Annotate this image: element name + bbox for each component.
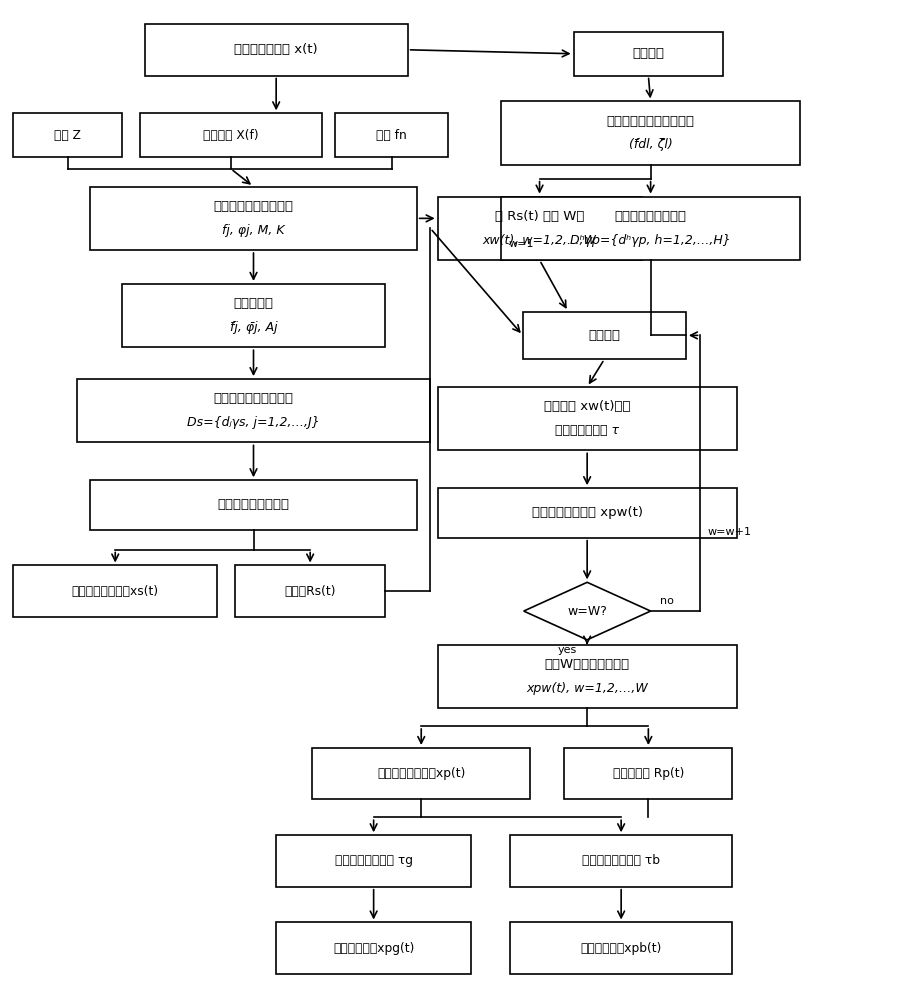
Text: 转频 fn: 转频 fn bbox=[376, 129, 407, 142]
Bar bbox=[122, 284, 385, 347]
Bar bbox=[91, 480, 416, 530]
Bar bbox=[510, 922, 732, 974]
Bar bbox=[77, 379, 430, 442]
Bar bbox=[522, 312, 686, 359]
Text: fj, φj, M, K: fj, φj, M, K bbox=[222, 224, 285, 237]
Text: 混合冲击调制成分xp(t): 混合冲击调制成分xp(t) bbox=[377, 767, 466, 780]
Bar bbox=[437, 488, 737, 538]
Text: xpw(t), w=1,2,…,W: xpw(t), w=1,2,…,W bbox=[526, 682, 648, 695]
Bar bbox=[501, 101, 801, 165]
Text: 齿轮冲击响应时刻 τg: 齿轮冲击响应时刻 τg bbox=[335, 854, 413, 867]
Text: 齿数 Z: 齿数 Z bbox=[54, 129, 81, 142]
Text: (f̄dl, ζ̄l): (f̄dl, ζ̄l) bbox=[629, 138, 673, 151]
Text: 确定信号 xw(t)中冲: 确定信号 xw(t)中冲 bbox=[544, 400, 630, 413]
Bar bbox=[565, 748, 732, 799]
Text: 平稳调制原子初始参数: 平稳调制原子初始参数 bbox=[213, 200, 294, 213]
Text: xw(t), w=1,2,…,W: xw(t), w=1,2,…,W bbox=[482, 234, 597, 247]
Bar bbox=[501, 197, 801, 260]
Bar bbox=[13, 113, 122, 157]
Bar bbox=[276, 922, 471, 974]
Text: 轴承冲击成分xpb(t): 轴承冲击成分xpb(t) bbox=[580, 942, 662, 955]
Polygon shape bbox=[523, 582, 651, 640]
Text: 相关滤波: 相关滤波 bbox=[632, 47, 664, 60]
Text: w=1: w=1 bbox=[509, 239, 534, 249]
Bar bbox=[312, 748, 530, 799]
Text: 齿轮箱固有频率和阻尼比: 齿轮箱固有频率和阻尼比 bbox=[607, 115, 694, 128]
Text: w=W?: w=W? bbox=[567, 605, 607, 618]
Text: f̄j, φ̄j, Aj: f̄j, φ̄j, Aj bbox=[230, 321, 277, 334]
Text: 优化的平稳调制子字典: 优化的平稳调制子字典 bbox=[213, 392, 294, 405]
Bar bbox=[335, 113, 448, 157]
Bar bbox=[437, 645, 737, 708]
Text: 构造冲击调制子字典: 构造冲击调制子字典 bbox=[615, 210, 686, 223]
Text: 频谱分析 X(f): 频谱分析 X(f) bbox=[203, 129, 259, 142]
Bar bbox=[437, 387, 737, 450]
Text: 匹配追踪: 匹配追踪 bbox=[588, 329, 620, 342]
Text: 比值校正法: 比值校正法 bbox=[233, 297, 274, 310]
Text: 重构冲击响应波形 xpw(t): 重构冲击响应波形 xpw(t) bbox=[532, 506, 642, 519]
Text: no: no bbox=[660, 596, 673, 606]
Text: w=w+1: w=w+1 bbox=[707, 527, 752, 537]
Bar bbox=[145, 24, 408, 76]
Text: 重构平稳调制成分xs(t): 重构平稳调制成分xs(t) bbox=[71, 585, 159, 598]
Text: 齿轮箱振动信号 x(t): 齿轮箱振动信号 x(t) bbox=[234, 43, 318, 56]
Text: yes: yes bbox=[557, 645, 576, 655]
Text: Ds={dⱼγs, j=1,2,…,J}: Ds={dⱼγs, j=1,2,…,J} bbox=[188, 416, 320, 429]
Bar bbox=[140, 113, 321, 157]
Text: 匹配追踪和幅值恢复: 匹配追踪和幅值恢复 bbox=[218, 498, 289, 511]
Text: 剩余项Rs(t): 剩余项Rs(t) bbox=[285, 585, 336, 598]
Bar bbox=[437, 197, 641, 260]
Bar bbox=[276, 835, 471, 887]
Text: 将 Rs(t) 分成 W段: 将 Rs(t) 分成 W段 bbox=[495, 210, 585, 223]
Bar bbox=[91, 187, 416, 250]
Bar bbox=[235, 565, 385, 617]
Text: 齿轮冲击成分xpg(t): 齿轮冲击成分xpg(t) bbox=[333, 942, 414, 955]
Text: 最终剩余项 Rp(t): 最终剩余项 Rp(t) bbox=[613, 767, 684, 780]
Bar bbox=[13, 565, 217, 617]
Text: 击响应发生时刻 τ: 击响应发生时刻 τ bbox=[555, 424, 619, 437]
Text: 轴承冲击响应时刻 τb: 轴承冲击响应时刻 τb bbox=[582, 854, 660, 867]
Text: Dʰγp={dʰγp, h=1,2,…,H}: Dʰγp={dʰγp, h=1,2,…,H} bbox=[570, 234, 731, 247]
Bar bbox=[510, 835, 732, 887]
Text: 组合W段冲击响应波形: 组合W段冲击响应波形 bbox=[544, 658, 630, 671]
Bar bbox=[574, 32, 723, 76]
